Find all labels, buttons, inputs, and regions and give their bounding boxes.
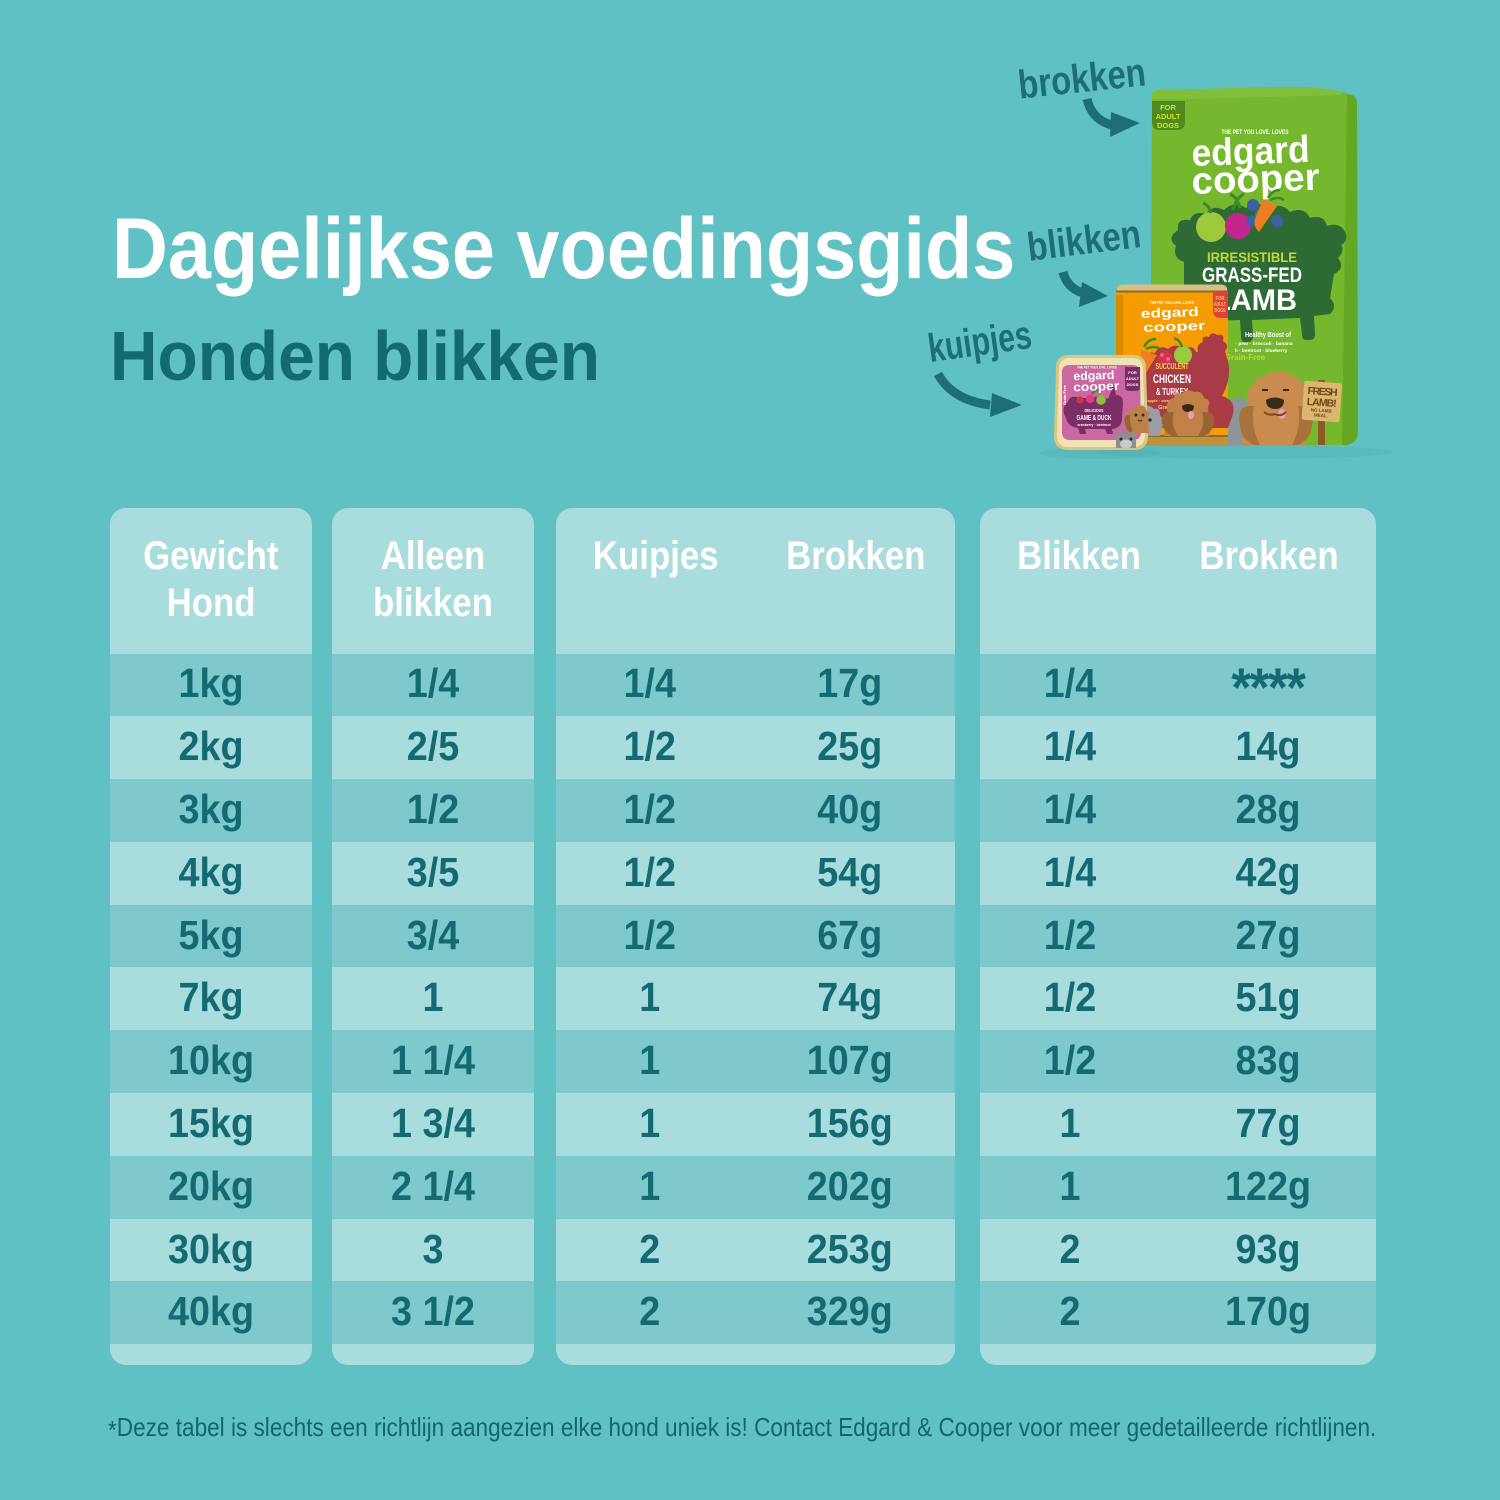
svg-text:kuipjes: kuipjes [925, 313, 1034, 371]
svg-text:Grain-Free: Grain-Free [1225, 353, 1266, 362]
svg-text:ADULT: ADULT [1156, 112, 1181, 121]
svg-text:THE PET YOU LOVE. LOVES: THE PET YOU LOVE. LOVES [1077, 365, 1117, 370]
svg-text:FRESH: FRESH [1307, 385, 1338, 399]
svg-text:cooper: cooper [1073, 379, 1120, 395]
svg-text:edgard: edgard [1140, 304, 1199, 321]
svg-text:GAME & DUCK: GAME & DUCK [1077, 415, 1112, 422]
svg-text:MEAL.: MEAL. [1314, 412, 1328, 418]
svg-text:DOGS: DOGS [1157, 121, 1179, 130]
svg-text:GRASS-FED: GRASS-FED [1202, 264, 1302, 287]
svg-text:IRRESISTIBLE: IRRESISTIBLE [1207, 250, 1297, 265]
svg-text:THE PET YOU LOVE. LOVES: THE PET YOU LOVE. LOVES [1150, 300, 1194, 305]
svg-text:THE PET YOU LOVE. LOVES: THE PET YOU LOVE. LOVES [1222, 130, 1289, 136]
svg-text:brokken: brokken [1016, 50, 1148, 107]
svg-text:SUCCULENT: SUCCULENT [1156, 362, 1189, 371]
svg-text:FOR: FOR [1160, 103, 1176, 112]
svg-text:Grain Free: Grain Free [1062, 384, 1067, 405]
svg-text:FOR: FOR [1216, 296, 1225, 302]
svg-text:FOR: FOR [1128, 370, 1137, 375]
svg-text:DOGS: DOGS [1215, 308, 1226, 314]
svg-text:NO LAMB: NO LAMB [1311, 407, 1333, 414]
svg-text:cooper: cooper [1143, 318, 1205, 335]
svg-text:Healthy Boost of: Healthy Boost of [1245, 330, 1291, 339]
svg-text:& TURKEY: & TURKEY [1156, 387, 1188, 398]
svg-text:LAMB!: LAMB! [1306, 396, 1337, 410]
svg-text:cooper: cooper [1191, 157, 1321, 203]
svg-text:· pear · broccoli · banana: · pear · broccoli · banana [1235, 341, 1292, 347]
svg-text:blikken: blikken [1025, 212, 1144, 270]
svg-text:ADULT: ADULT [1214, 302, 1226, 308]
svg-text:h · beetroot · blueberry: h · beetroot · blueberry [1235, 348, 1288, 354]
svg-text:DOGS: DOGS [1127, 382, 1139, 387]
svg-text:ADULT: ADULT [1126, 376, 1140, 381]
svg-text:CHICKEN: CHICKEN [1153, 372, 1191, 386]
svg-text:cranberry · beetroot: cranberry · beetroot [1077, 423, 1111, 427]
svg-text:edgard: edgard [1191, 129, 1310, 175]
svg-text:DELICIOUS: DELICIOUS [1085, 408, 1104, 413]
svg-text:edgard: edgard [1073, 368, 1114, 383]
